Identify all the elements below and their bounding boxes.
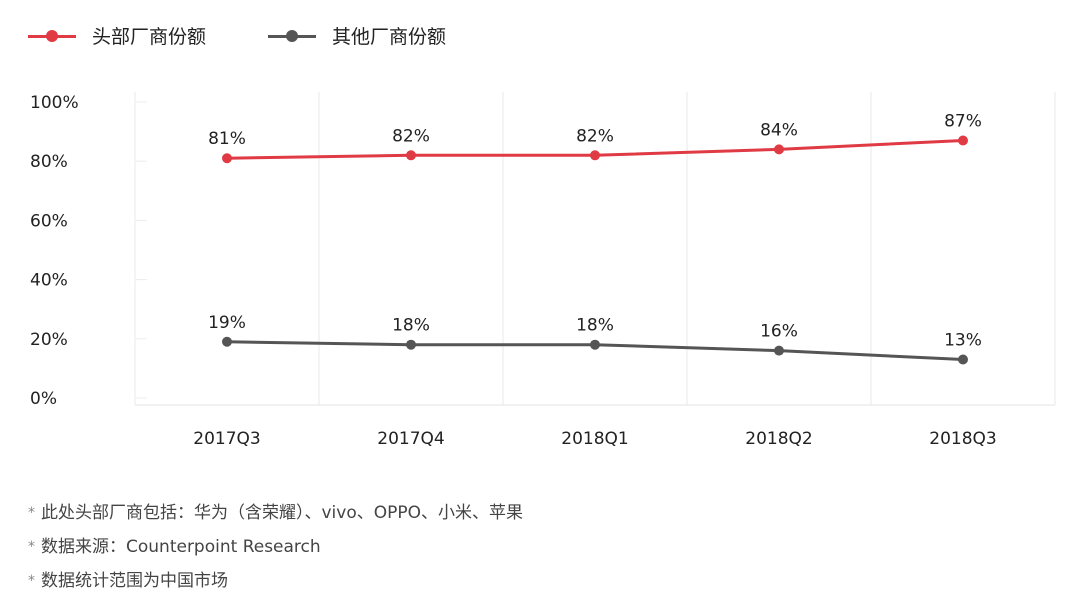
footnote-marker: * [28,539,35,555]
legend-item-top-vendors: 头部厂商份额 [28,22,206,49]
y-tick-label: 0% [30,389,57,409]
legend-swatch-top-vendors [28,29,76,42]
data-label: 18% [392,316,430,336]
y-tick-label: 80% [30,152,68,172]
y-tick-label: 100% [30,93,79,113]
y-tick-label: 40% [30,271,68,291]
footnote-scope: * 数据统计范围为中国市场 [28,564,523,598]
data-point [222,153,232,164]
footnote-text: 数据统计范围为中国市场 [41,571,228,591]
footnotes: * 此处头部厂商包括：华为（含荣耀）、vivo、OPPO、小米、苹果 * 数据来… [28,496,523,598]
data-point [590,339,600,350]
data-label: 18% [576,316,614,336]
data-label: 82% [392,126,430,146]
data-point [222,336,232,347]
y-tick-label: 60% [30,211,68,231]
footnote-marker: * [28,573,35,589]
data-point [406,339,416,350]
data-point [958,354,968,365]
legend-swatch-other-vendors [268,29,317,42]
legend-label-other-vendors: 其他厂商份额 [332,26,447,48]
legend-item-other-vendors: 其他厂商份额 [268,22,446,49]
line-chart: 0% 20% 40% 60% 80% 100% 2017Q3 2017Q4 2018Q1 2018… [30,92,1056,449]
data-label: 82% [576,126,614,146]
x-tick-label: 2017Q3 [193,429,260,449]
footnote-top-vendors: * 此处头部厂商包括：华为（含荣耀）、vivo、OPPO、小米、苹果 [28,496,523,530]
data-point [774,345,784,356]
footnote-source: * 数据来源：Counterpoint Research [28,530,523,564]
data-point [774,144,784,155]
footnote-marker: * [28,505,35,521]
data-label: 81% [208,129,246,149]
data-label: 13% [944,331,982,351]
data-point [406,150,416,161]
data-label: 16% [760,322,798,342]
footnote-text: 此处头部厂商包括：华为（含荣耀）、vivo、OPPO、小米、苹果 [41,503,524,523]
legend-label-top-vendors: 头部厂商份额 [92,26,207,48]
data-label: 87% [944,111,982,131]
x-tick-label: 2018Q3 [929,429,996,449]
x-tick-label: 2018Q1 [561,429,628,449]
chart-legend: 头部厂商份额 其他厂商份额 [28,22,508,49]
data-point [590,150,600,161]
footnote-text: 数据来源：Counterpoint Research [41,537,321,557]
x-tick-label: 2018Q2 [745,429,812,449]
x-tick-label: 2017Q4 [377,429,444,449]
data-label: 19% [208,313,246,333]
data-point [958,135,968,146]
y-tick-label: 20% [30,330,68,350]
data-label: 84% [760,120,798,140]
